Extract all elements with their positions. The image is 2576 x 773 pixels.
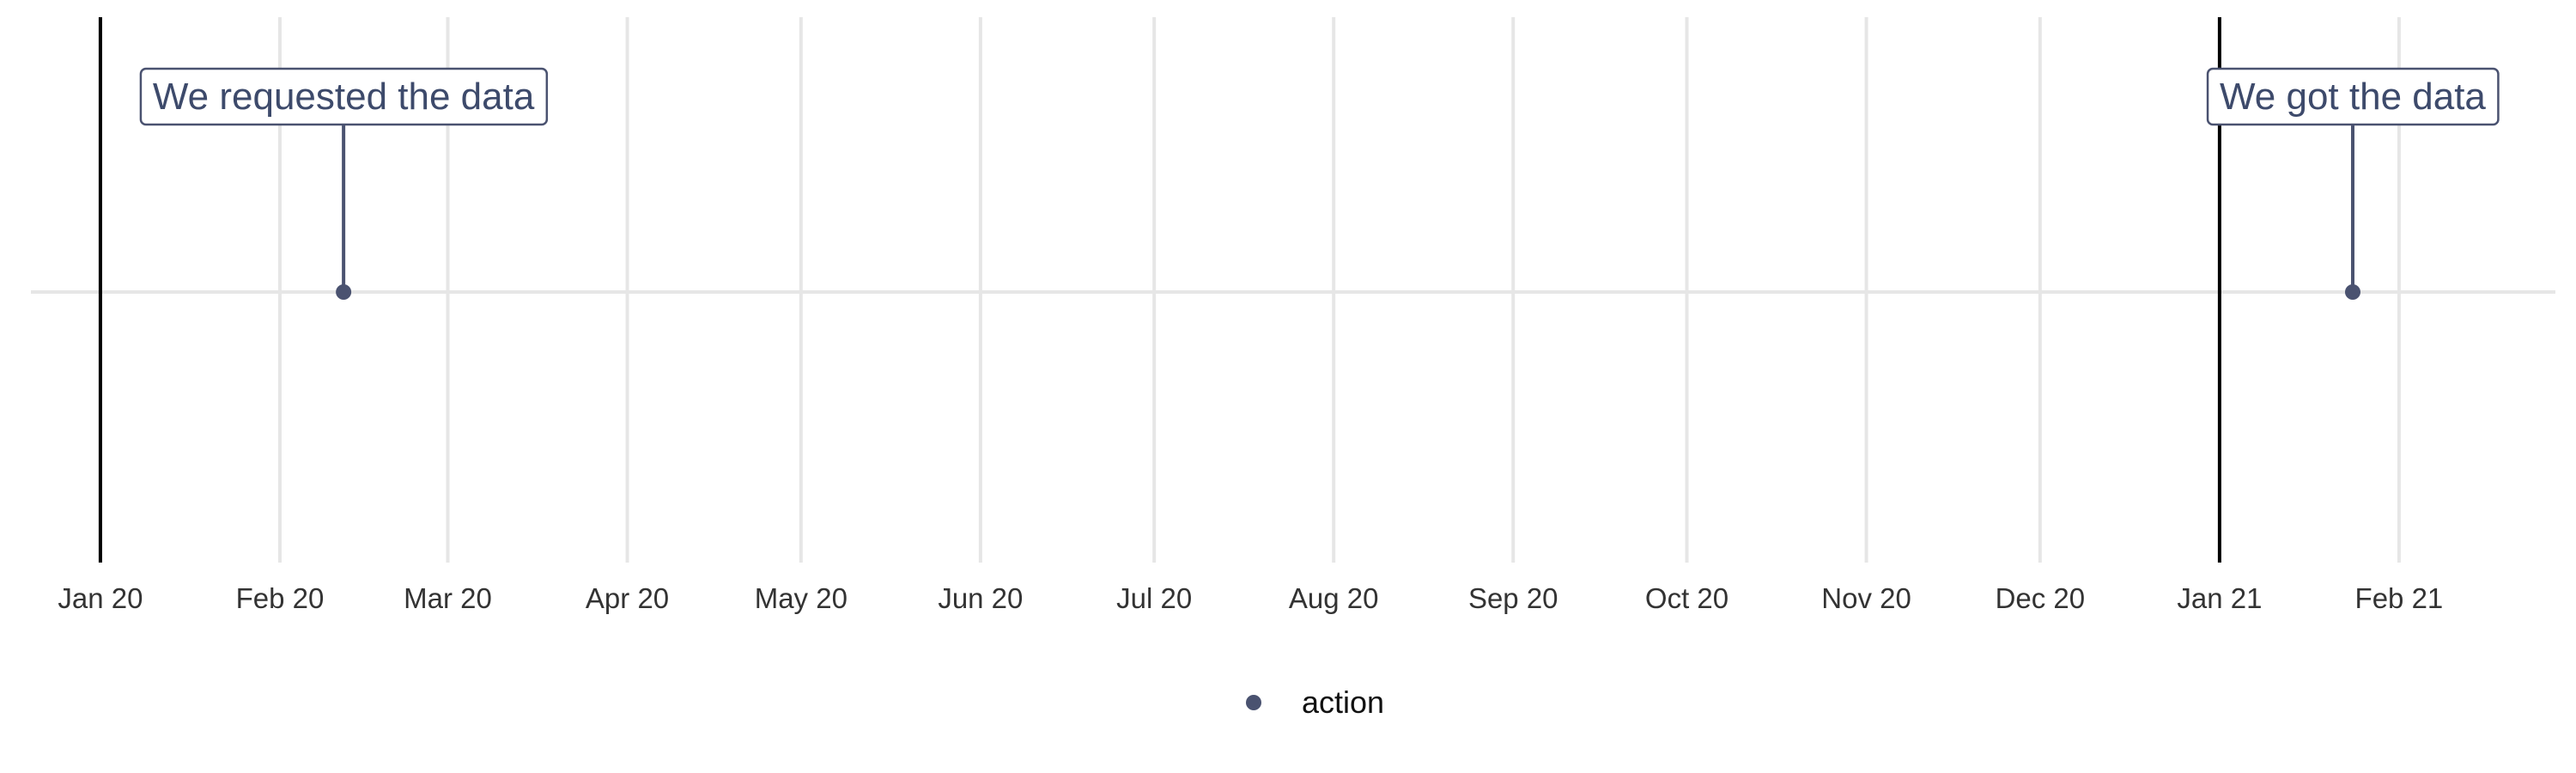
x-tick-label: Nov 20 (1821, 582, 1911, 614)
legend-label: action (1302, 685, 1384, 720)
annotation-label: We got the data (2206, 67, 2500, 126)
annotation-text: We requested the data (153, 76, 535, 118)
data-point (336, 284, 352, 300)
x-tick-label: Jan 20 (58, 582, 143, 614)
x-tick-label: Apr 20 (586, 582, 669, 614)
annotation-box (2206, 67, 2500, 126)
x-tick-label: Aug 20 (1289, 582, 1379, 614)
annotation-text: We got the data (2220, 76, 2486, 118)
x-tick-label: Jun 20 (938, 582, 1023, 614)
data-point (2344, 284, 2360, 300)
x-tick-label: Oct 20 (1645, 582, 1728, 614)
annotation-label: We requested the data (139, 67, 549, 126)
series-layer: We requested the data We got the data (139, 67, 2500, 300)
tick-label-layer: Jan 20 Feb 20 Mar 20 Apr 20 May 20 Jun 20 Jul … (58, 582, 2443, 614)
x-tick-label: Jan 21 (2177, 582, 2262, 614)
x-tick-label: Sep 20 (1468, 582, 1558, 614)
legend-swatch (1246, 695, 1261, 710)
annotation-box (139, 67, 549, 126)
legend: action (1246, 685, 1384, 720)
x-tick-label: Feb 21 (2355, 582, 2444, 614)
x-tick-label: May 20 (755, 582, 848, 614)
x-tick-label: Feb 20 (236, 582, 325, 614)
x-tick-label: Mar 20 (404, 582, 492, 614)
x-tick-label: Dec 20 (1996, 582, 2086, 614)
x-tick-label: Jul 20 (1116, 582, 1192, 614)
